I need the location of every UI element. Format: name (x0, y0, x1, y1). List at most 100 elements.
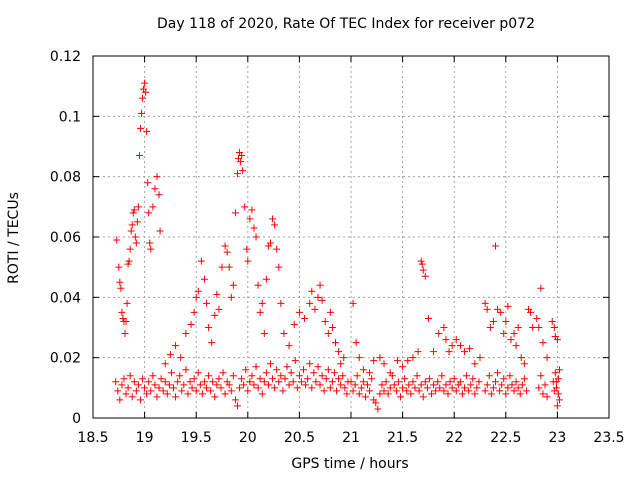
data-point (516, 390, 524, 398)
data-point (280, 330, 288, 338)
x-tick-label: 20 (239, 430, 257, 446)
data-point (421, 272, 429, 280)
data-point (269, 215, 277, 223)
data-point (203, 384, 211, 392)
data-point (118, 381, 126, 389)
data-points (112, 79, 563, 413)
data-point (169, 384, 177, 392)
data-point (207, 387, 215, 395)
data-point (231, 396, 239, 404)
data-point (520, 375, 528, 383)
y-tick-label: 0.1 (59, 109, 81, 125)
data-point (539, 390, 547, 398)
data-point (404, 357, 412, 365)
data-point (399, 384, 407, 392)
data-point (529, 324, 537, 331)
data-point (312, 378, 320, 386)
data-point (339, 372, 347, 380)
data-point (382, 378, 390, 386)
data-point (322, 375, 330, 383)
data-point (485, 372, 493, 380)
data-point (380, 387, 388, 395)
data-point (128, 393, 136, 401)
data-point (192, 387, 200, 395)
data-point (240, 381, 248, 389)
data-point (289, 378, 297, 386)
data-point (432, 387, 440, 395)
data-point (512, 378, 520, 386)
data-point (527, 308, 535, 316)
data-point (156, 227, 164, 235)
data-point (409, 378, 417, 386)
data-point (508, 381, 516, 389)
data-point (512, 342, 520, 350)
data-point (541, 381, 549, 389)
data-point (409, 354, 417, 362)
data-point (510, 387, 518, 395)
y-tick-label: 0.08 (50, 170, 81, 186)
data-point (141, 384, 149, 392)
data-point (340, 354, 348, 362)
data-point (244, 257, 252, 265)
data-point (218, 263, 226, 271)
data-point (335, 348, 343, 356)
data-point (483, 305, 491, 313)
data-point (388, 372, 396, 380)
data-point (430, 348, 438, 356)
data-point (231, 209, 239, 217)
data-point (205, 372, 213, 380)
data-point (155, 191, 163, 199)
data-point (476, 354, 484, 362)
data-point (442, 381, 450, 389)
data-point (393, 357, 401, 365)
data-point (147, 245, 155, 253)
chart-title: Day 118 of 2020, Rate Of TEC Index for r… (157, 16, 535, 32)
data-point (445, 348, 453, 356)
data-point (537, 284, 545, 292)
data-point (328, 324, 336, 331)
data-point (267, 239, 275, 247)
data-point (314, 293, 322, 301)
axis-ticks: 18.5 19 19.5 20 20.5 21 21.5 22 22.5 23 23.5 0 0.02 0… (50, 49, 625, 446)
data-point (146, 239, 154, 247)
data-point (318, 296, 326, 304)
data-point (297, 378, 305, 386)
data-point (517, 354, 525, 362)
data-point (380, 360, 388, 368)
y-tick-label: 0.12 (50, 49, 81, 65)
data-point (262, 275, 270, 283)
data-point (117, 284, 125, 292)
x-tick-label: 22.5 (490, 430, 521, 446)
data-point (314, 363, 322, 371)
data-point (120, 375, 128, 383)
data-point (330, 369, 338, 377)
data-point (176, 372, 184, 380)
data-point (180, 381, 188, 389)
data-point (157, 375, 165, 383)
data-point (374, 405, 382, 413)
data-point (139, 375, 147, 383)
data-point (467, 381, 475, 389)
data-point (553, 336, 561, 344)
data-point (143, 390, 151, 398)
data-point (194, 287, 202, 295)
data-point (372, 399, 380, 407)
data-point (192, 293, 200, 301)
data-point (403, 387, 411, 395)
data-point (279, 387, 287, 395)
data-point (133, 218, 141, 226)
data-point (304, 375, 312, 383)
data-point (366, 387, 374, 395)
data-point (172, 393, 180, 401)
data-point (461, 348, 469, 356)
data-point (347, 378, 355, 386)
data-point (141, 79, 149, 87)
data-point (518, 381, 526, 389)
data-point (424, 314, 432, 322)
data-point (461, 384, 469, 392)
data-point (494, 305, 502, 313)
data-point (376, 354, 384, 362)
grid-lines (93, 56, 609, 418)
data-point (227, 293, 235, 301)
